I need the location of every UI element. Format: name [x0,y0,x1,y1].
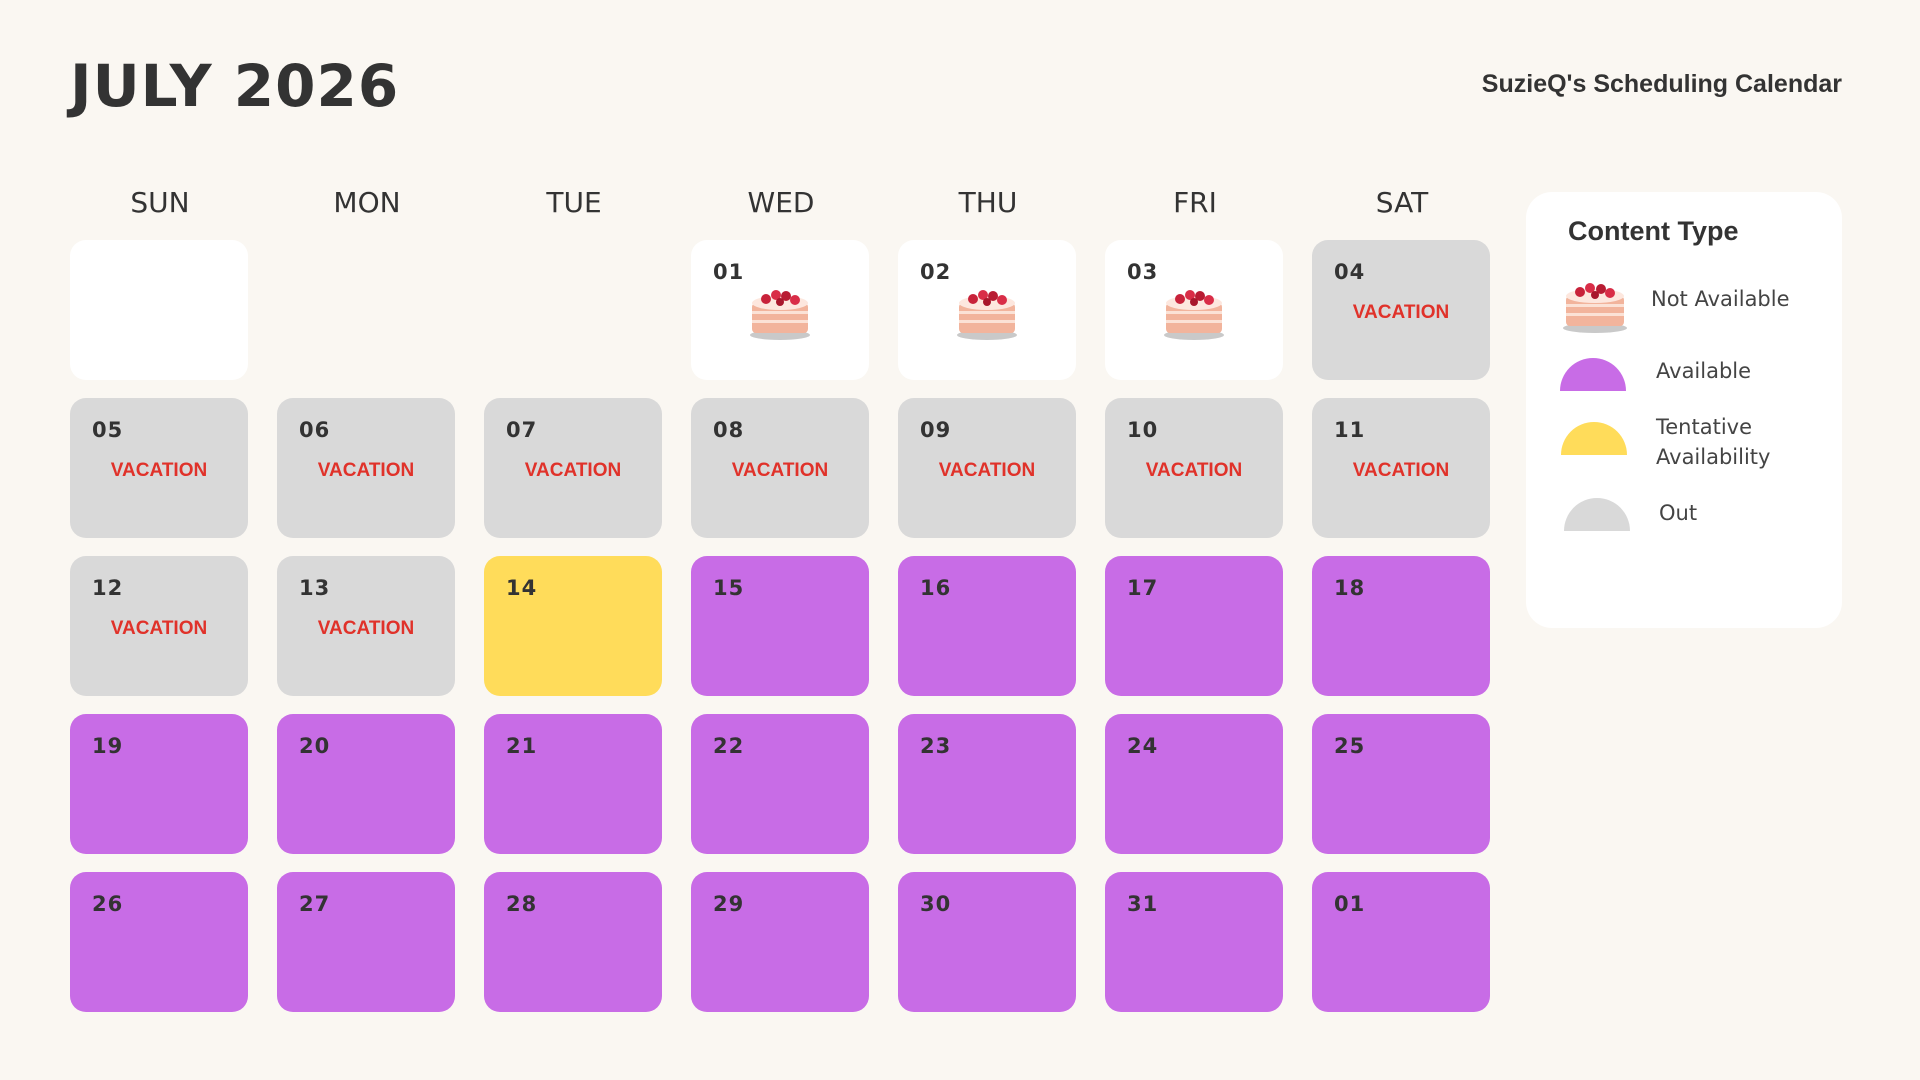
vacation-label: VACATION [1145,460,1243,481]
vacation-label: VACATION [317,460,415,481]
cake-icon [1563,283,1627,333]
day-cell-04[interactable]: 04 VACATION [1312,240,1490,380]
day-number: 11 [1334,418,1366,442]
day-cell-30[interactable]: 30 [898,872,1076,1012]
day-number: 23 [920,734,952,758]
day-cell-25[interactable]: 25 [1312,714,1490,854]
legend-label-not-available: Not Available [1651,287,1790,311]
vacation-label: VACATION [1352,302,1450,323]
day-cell-28[interactable]: 28 [484,872,662,1012]
day-number: 29 [713,892,745,916]
day-number: 18 [1334,576,1366,600]
day-number: 15 [713,576,745,600]
day-cell-22[interactable]: 22 [691,714,869,854]
weekday-tue: TUE [546,186,602,219]
day-cell-12[interactable]: 12 VACATION [70,556,248,696]
day-cell-14[interactable]: 14 [484,556,662,696]
day-number: 04 [1334,260,1366,284]
day-number: 19 [92,734,124,758]
day-cell-24[interactable]: 24 [1105,714,1283,854]
day-cell-23[interactable]: 23 [898,714,1076,854]
day-number: 21 [506,734,538,758]
vacation-label: VACATION [731,460,829,481]
day-cell-13[interactable]: 13 VACATION [277,556,455,696]
vacation-label: VACATION [110,460,208,481]
legend-title: Content Type [1568,216,1739,246]
gray-half-circle-icon [1564,498,1630,531]
day-number: 10 [1127,418,1159,442]
day-number: 02 [920,260,952,284]
day-number: 17 [1127,576,1159,600]
day-number: 20 [299,734,331,758]
day-cell-08[interactable]: 08 VACATION [691,398,869,538]
weekday-wed: WED [747,186,815,219]
day-number: 24 [1127,734,1159,758]
day-cell-10[interactable]: 10 VACATION [1105,398,1283,538]
cake-icon [750,290,810,340]
legend-label-out: Out [1659,501,1698,525]
yellow-half-circle-icon [1561,422,1627,455]
day-number: 08 [713,418,745,442]
day-number: 05 [92,418,124,442]
weekday-sun: SUN [130,186,190,219]
day-cell-17[interactable]: 17 [1105,556,1283,696]
day-number: 01 [713,260,745,284]
vacation-label: VACATION [317,618,415,639]
day-number: 25 [1334,734,1366,758]
weekday-thu: THU [958,186,1018,219]
vacation-label: VACATION [524,460,622,481]
day-cell-27[interactable]: 27 [277,872,455,1012]
day-number: 27 [299,892,331,916]
day-cell-02[interactable]: 02 [898,240,1076,380]
day-cell-06[interactable]: 06 VACATION [277,398,455,538]
vacation-label: VACATION [1352,460,1450,481]
legend-label-tentative: Tentative Availability [1656,415,1771,469]
day-number: 14 [506,576,538,600]
day-number: 01 [1334,892,1366,916]
day-number: 06 [299,418,331,442]
vacation-label: VACATION [938,460,1036,481]
calendar-subtitle: SuzieQ's Scheduling Calendar [1481,70,1842,98]
cake-icon [1164,290,1224,340]
day-number: 26 [92,892,124,916]
day-number: 22 [713,734,745,758]
day-cell-26[interactable]: 26 [70,872,248,1012]
day-number: 30 [920,892,952,916]
day-cell-09[interactable]: 09 VACATION [898,398,1076,538]
day-cell-01[interactable]: 01 [691,240,869,380]
day-cell-31[interactable]: 31 [1105,872,1283,1012]
day-number: 07 [506,418,538,442]
weekday-sat: SAT [1375,186,1429,219]
day-cell-07[interactable]: 07 VACATION [484,398,662,538]
cake-icon [957,290,1017,340]
day-number: 16 [920,576,952,600]
day-cell-21[interactable]: 21 [484,714,662,854]
day-number: 09 [920,418,952,442]
day-number: 13 [299,576,331,600]
legend-label-available: Available [1656,359,1752,383]
vacation-label: VACATION [110,618,208,639]
day-cell-29[interactable]: 29 [691,872,869,1012]
weekday-fri: FRI [1173,186,1217,219]
day-cell-18[interactable]: 18 [1312,556,1490,696]
day-number: 31 [1127,892,1159,916]
day-cell-19[interactable]: 19 [70,714,248,854]
day-number: 12 [92,576,124,600]
day-cell-20[interactable]: 20 [277,714,455,854]
day-cell-05[interactable]: 05 VACATION [70,398,248,538]
month-title: JULY 2026 [70,52,400,120]
day-cell-16[interactable]: 16 [898,556,1076,696]
day-cell-next-01[interactable]: 01 [1312,872,1490,1012]
day-cell-03[interactable]: 03 [1105,240,1283,380]
weekday-mon: MON [333,186,401,219]
day-cell-15[interactable]: 15 [691,556,869,696]
day-cell-blank[interactable] [70,240,248,380]
purple-half-circle-icon [1560,358,1626,391]
legend-panel: Content Type Not Available Available Ten… [1526,192,1842,628]
day-number: 28 [506,892,538,916]
day-number: 03 [1127,260,1159,284]
day-cell-11[interactable]: 11 VACATION [1312,398,1490,538]
